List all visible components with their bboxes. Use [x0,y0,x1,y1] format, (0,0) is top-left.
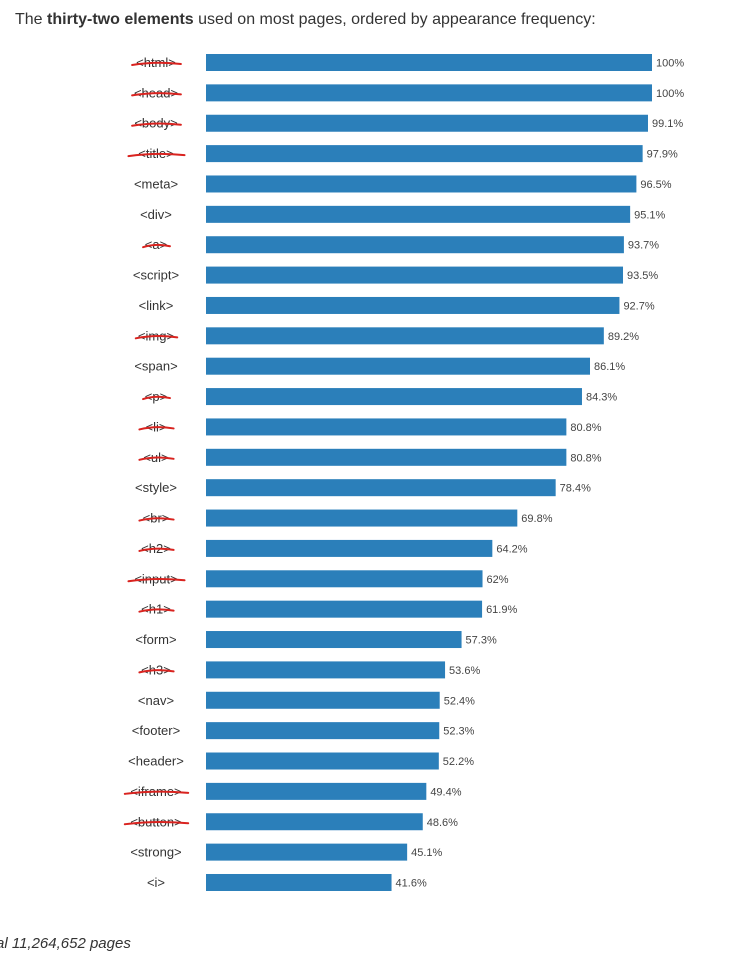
category-label-script: <script> [133,268,179,283]
bar-script [206,266,624,284]
bar-span [206,357,591,375]
value-label-p: 84.3% [586,392,617,404]
category-label-meta: <meta> [134,176,178,191]
value-label-meta: 96.5% [640,179,671,191]
category-label-form: <form> [135,632,176,647]
value-label-li: 80.8% [570,422,601,434]
bar-chart: <html> 100%<head> 100%<body> 99.1%<title> 97… [123,54,684,891]
bar-h2 [206,539,493,557]
value-label-ul: 80.8% [570,452,601,464]
value-label-style: 78.4% [560,483,591,495]
bar-li [206,418,567,436]
value-label-title: 97.9% [647,149,678,161]
bar-nav [206,691,440,709]
category-label-i: <i> [147,875,165,890]
bar-i [206,873,392,891]
bar-meta [206,175,637,193]
bar-body [206,114,648,132]
category-label-span: <span> [134,359,177,374]
intro-prefix: The [15,11,48,28]
value-label-head: 100% [656,88,684,100]
category-label-div: <div> [140,207,172,222]
value-label-script: 93.5% [627,270,658,282]
strikethrough-mark-iframe [123,790,190,795]
bar-ul [206,448,567,466]
strikethrough-mark-li [138,426,175,431]
intro-suffix: used on most pages, ordered by appearanc… [193,11,596,28]
strikethrough-mark-h3 [138,669,175,674]
value-label-span: 86.1% [594,361,625,373]
bar-head [206,84,652,102]
strikethrough-mark-title [127,152,186,158]
bar-html [206,54,652,71]
value-label-h3: 53.6% [449,665,480,677]
bar-link [206,296,620,314]
value-label-nav: 52.4% [444,695,475,707]
value-label-br: 69.8% [521,513,552,525]
value-label-h2: 64.2% [496,543,527,555]
value-label-div: 95.1% [634,209,665,221]
bar-button [206,813,423,831]
value-label-footer: 52.3% [443,726,474,738]
value-label-h1: 61.9% [486,604,517,616]
strikethrough-mark-br [138,517,175,522]
footnote-text: al 11,264,652 pages [0,935,131,952]
bar-style [206,479,556,497]
value-label-i: 41.6% [396,877,427,889]
bar-iframe [206,782,427,800]
intro-bold: thirty-two elements [47,11,194,28]
bar-input [206,570,483,588]
category-label-nav: <nav> [138,693,174,708]
strikethrough-mark-h2 [138,547,175,552]
category-label-header: <header> [128,754,184,769]
strikethrough-mark-body [131,122,182,127]
value-label-strong: 45.1% [411,847,442,859]
value-label-header: 52.2% [443,756,474,768]
bar-footer [206,722,440,740]
bar-form [206,631,462,649]
strikethrough-mark-ul [138,456,175,461]
category-label-footer: <footer> [132,723,180,738]
bar-title [206,145,643,163]
strikethrough-mark-html [131,61,182,66]
category-label-style: <style> [135,480,177,495]
bar-a [206,236,624,254]
strikethrough-mark-h1 [138,608,175,613]
strikethrough-mark-head [131,92,182,97]
value-label-body: 99.1% [652,118,683,130]
bar-h3 [206,661,446,679]
bar-img [206,327,604,345]
strikethrough-mark-p [142,395,171,401]
bar-strong [206,843,408,861]
category-label-strong: <strong> [130,845,181,860]
strikethrough-mark-button [123,820,190,826]
value-label-a: 93.7% [628,240,659,252]
strikethrough-mark-input [127,578,186,583]
value-label-link: 92.7% [623,300,654,312]
value-label-iframe: 49.4% [430,786,461,798]
category-label-link: <link> [139,298,174,313]
bar-div [206,205,631,223]
chart-intro-text: The thirty-two elements used on most pag… [15,11,596,29]
value-label-html: 100% [656,58,684,70]
value-label-img: 89.2% [608,331,639,343]
bar-header [206,752,439,770]
bar-br [206,509,518,527]
strikethrough-mark-a [142,243,171,249]
bar-p [206,388,582,406]
value-label-form: 57.3% [466,635,497,647]
bar-h1 [206,600,483,618]
value-label-button: 48.6% [427,817,458,829]
strikethrough-mark-img [134,335,179,340]
value-label-input: 62% [487,574,509,586]
